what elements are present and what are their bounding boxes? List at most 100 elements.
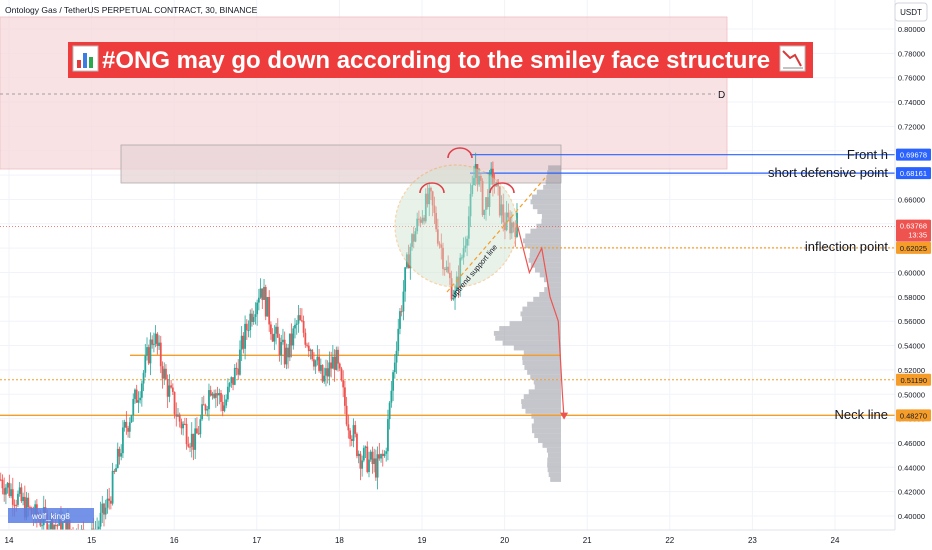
mid-price-tag	[896, 373, 931, 386]
author-tag: wolf_king8	[8, 508, 94, 523]
price-tags: 0.69678 0.68161 0.62025 0.51190 0.48270 0.637…	[896, 148, 931, 422]
peak-arc	[489, 182, 515, 194]
candle-body	[294, 324, 296, 329]
candle-body	[412, 234, 415, 242]
candle-body	[435, 212, 438, 230]
candle-body	[123, 421, 126, 428]
y-tick-label: 0.66000	[898, 195, 925, 204]
candle-body	[354, 425, 357, 434]
currency-label: USDT	[900, 8, 922, 17]
candle-body	[313, 359, 315, 367]
candle-body	[445, 266, 448, 271]
candle-body	[173, 391, 176, 415]
candle-body	[369, 451, 372, 460]
projection-path	[516, 223, 565, 419]
volume-bar	[522, 360, 561, 366]
candle-body	[287, 347, 290, 358]
candle-body	[411, 234, 413, 247]
volume-bar	[523, 238, 561, 244]
candle-body	[328, 362, 331, 377]
candle-body	[111, 470, 114, 504]
candle-body	[189, 446, 191, 448]
candle-body	[273, 333, 276, 342]
candle-body	[104, 507, 107, 515]
volume-bar	[521, 403, 561, 409]
candle-body	[249, 313, 252, 331]
candle-body	[455, 276, 458, 291]
candle-body	[216, 393, 219, 396]
candle-body	[509, 217, 512, 234]
candle-body	[321, 365, 324, 382]
candle-body	[3, 488, 6, 495]
x-tick-label: 16	[170, 536, 179, 545]
candle-body	[257, 297, 260, 303]
neck-price-text: 0.48270	[900, 411, 927, 420]
candle-body	[22, 496, 25, 502]
candle-body	[498, 186, 501, 216]
candle-body	[23, 496, 26, 518]
candle-body	[161, 366, 164, 379]
candle-body	[438, 243, 441, 245]
y-tick-label: 0.80000	[898, 25, 925, 34]
volume-bar	[543, 277, 561, 283]
volume-bar	[538, 438, 561, 443]
candle-body	[116, 448, 119, 469]
candle-body	[142, 372, 145, 384]
zone-label: D	[718, 90, 725, 101]
currency-button[interactable]: USDT	[894, 2, 928, 22]
volume-bar	[499, 326, 561, 331]
neck-price-tag	[896, 409, 931, 422]
candle-body	[204, 405, 207, 411]
candle-body	[344, 387, 346, 406]
candle-body	[309, 349, 312, 352]
candle-body	[278, 337, 281, 356]
volume-bar	[536, 189, 561, 195]
candle-body	[366, 446, 369, 473]
candle-body	[452, 298, 455, 300]
candle-body	[356, 433, 358, 457]
candle-body	[159, 342, 162, 367]
candle-body	[502, 204, 505, 223]
candle-body	[419, 219, 422, 223]
candle-body	[307, 345, 310, 352]
candle-body	[180, 421, 183, 429]
candle-body	[183, 423, 186, 425]
y-tick-label: 0.56000	[898, 317, 925, 326]
volume-bar	[546, 447, 561, 453]
inflection-price-tag	[896, 241, 931, 254]
candle-body	[108, 498, 111, 501]
candle-body	[302, 320, 305, 333]
candle-body	[147, 347, 150, 364]
y-tick-label: 0.54000	[898, 342, 925, 351]
candle-body	[361, 460, 364, 469]
volume-bar	[534, 384, 561, 390]
volume-bar	[502, 340, 561, 346]
symbol-title: Ontology Gas / TetherUS PERPETUAL CONTRA…	[5, 5, 258, 15]
candle-body	[381, 453, 384, 457]
volume-bar	[524, 243, 561, 249]
candle-body	[171, 387, 174, 392]
candle-body	[430, 187, 432, 192]
candle-body	[357, 453, 360, 457]
volume-bar	[547, 467, 561, 473]
candle-body	[323, 375, 326, 382]
candle-body	[416, 218, 419, 232]
volume-bar	[546, 175, 561, 180]
candle-body	[178, 414, 181, 422]
headline-banner: #ONG may go down according to the smiley…	[68, 42, 813, 78]
candle-body	[244, 323, 246, 349]
x-tick-label: 22	[665, 536, 674, 545]
candle-body	[118, 448, 121, 457]
short-price-tag	[896, 167, 931, 180]
candle-body	[60, 514, 62, 536]
volume-bar	[520, 311, 561, 317]
candle-body	[285, 347, 288, 365]
volume-bar	[541, 214, 561, 219]
candle-body	[333, 356, 336, 370]
candle-body	[202, 404, 205, 406]
candle-body	[385, 451, 388, 454]
candle-body	[290, 333, 293, 346]
volume-bar	[521, 316, 561, 322]
candle-body	[237, 368, 240, 375]
y-tick-label: 0.52000	[898, 366, 925, 375]
